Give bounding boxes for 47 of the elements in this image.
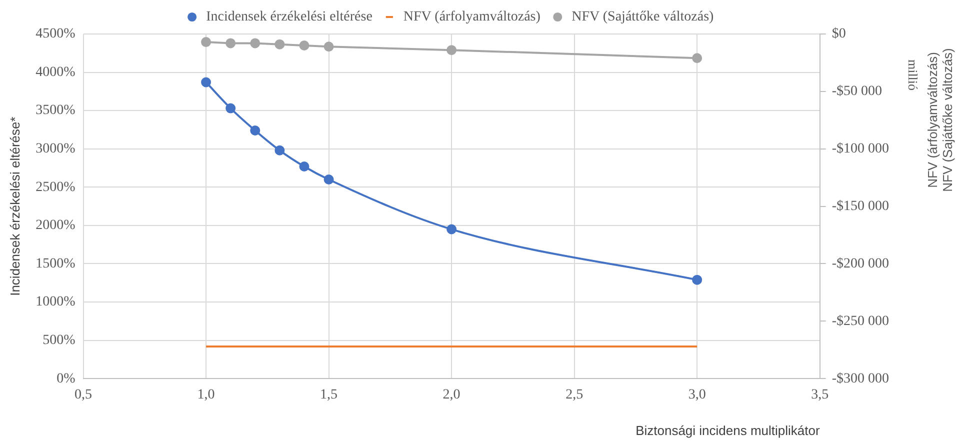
y2-tick-label: -$250 000 [832,314,890,329]
y2-tick-label: -$100 000 [832,142,890,157]
y-axis-title: Incidensek érzékelési eltérése* [7,116,22,296]
point [274,145,285,156]
y2-axis-title: NFV (árfolyamváltozás) NFV (Sajáttőke változás) [924,48,955,192]
y2-tick-label: -$300 000 [832,371,890,386]
point [446,224,457,234]
y-tick-label: 4500% [36,26,76,42]
point [446,45,457,56]
legend-label: Incidensek érzékelési eltérése [206,10,372,25]
point [299,40,310,50]
y2-tick-label: -$50 000 [832,84,882,100]
y-tick-label: 1500% [36,256,76,272]
point [692,274,702,285]
point [201,77,212,88]
x-tick-label: 3,5 [811,388,829,403]
y-tick-label: 3500% [36,103,76,118]
legend-label: NFV (Sajáttőke változás) [572,10,714,25]
text: millió [904,59,920,91]
x-tick-label: 3,0 [688,388,706,403]
x-tick-label: 1,5 [320,388,338,403]
point [324,174,334,184]
point [324,42,334,52]
point [226,38,236,48]
point [692,53,702,64]
point [250,125,260,136]
y-tick-label: 2000% [36,218,76,234]
y-tick-label: 500% [42,332,76,348]
legend-label: NFV (árfolyamváltozás) [403,10,541,25]
y2-tick-label: -$200 000 [832,256,890,272]
y-tick-label: 2500% [36,180,76,195]
x-tick-label: 0,5 [74,388,92,403]
point [274,39,285,50]
x-tick-label: 2,5 [566,388,584,403]
x-tick-label: 1,0 [197,388,215,403]
y-tick-label: 0% [56,371,76,386]
point [299,161,310,172]
y-tick-label: 3000% [36,142,76,157]
y2-tick-label: -$150 000 [832,198,890,214]
y2-tick-label: $0 [832,26,846,42]
x-tick-label: 2,0 [442,388,460,403]
point [201,37,212,48]
y-tick-label: 1000% [36,294,76,310]
point [226,103,236,114]
x-axis-title: Biztonsági incidens multiplikátor [636,422,820,438]
y-tick-label: 4000% [36,64,76,80]
point [250,38,260,48]
